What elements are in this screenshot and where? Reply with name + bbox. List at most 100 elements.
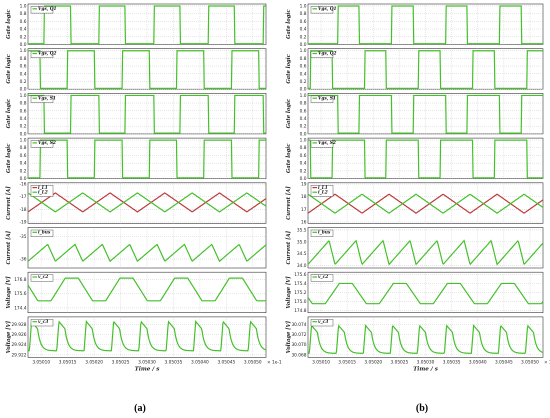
y-tick-label: 0.4 [300,161,307,167]
y-tick-label: 0.8 [20,145,27,151]
y-axis-label: Gate logic [6,9,12,39]
panel: 1.00.8 0.6 0.40.2 0.0 Gate logic Vgs, S2 [6,138,267,182]
y-tick-label: 30.070 [291,342,306,348]
y-tick-label: 1.0 [300,48,307,54]
y-axis-label: Gate logic [286,53,292,83]
x-tick-label: 3.05025 [112,359,130,365]
y-tick-label: 0.0 [300,131,307,137]
legend-box [310,319,334,327]
legend-box [310,140,334,148]
legend-box [30,6,54,14]
series-line-vgs-q1 [308,5,543,45]
y-tick-label: 174.4 [14,305,27,311]
legend-label: Vgs, S1 [318,96,336,101]
y-tick-label: 1.0 [300,3,307,9]
y-tick-label: 34.0 [297,263,307,269]
x-tick-label: 3.05050 [244,359,262,365]
panel: 1.0 0.8 0.6 0.40.2 0.0 Gate logic Vgs, Q1 [286,3,544,48]
y-tick-label: 0.8 [20,11,27,17]
y-tick-label: 0.6 [20,153,27,159]
y-tick-label: 175.0 [294,299,307,305]
legend-box [30,185,54,197]
x-tick-label: 3.05025 [390,359,408,365]
legend-box [310,185,334,197]
panel: 1.0 0.8 0.60.4 0.2 0.0 Gate logic Vgs, Q2 [286,48,544,93]
y-tick-label: 0.8 [300,56,307,62]
series-line-i-l2 [307,193,544,214]
series-line-vgs-q2 [308,50,543,89]
series-line-i-l1 [27,192,267,213]
series-line-i-bus [307,239,544,266]
y-tick-label: 29.922 [11,352,26,358]
y-tick-label: 30.072 [291,332,306,338]
x-tick-label: 3.05030 [138,359,156,365]
y-tick-label: 0.8 [20,101,27,107]
y-tick-label: 0.2 [300,34,307,40]
figure-label-b: (b) [416,403,428,414]
legend-label: i_L2 [318,190,328,195]
x-tick-label: 3.05020 [364,359,382,365]
y-tick-label: 0.6 [20,64,27,70]
y-tick-label: 35.5 [297,227,307,233]
legend-label: v_c2 [318,275,328,280]
series-line-vgs-q2 [28,50,266,89]
y-tick-label: 0.0 [300,176,307,182]
x-scale-note: × 1e-1 [544,359,550,365]
legend-label: i_L2 [38,190,48,195]
y-tick-label: 0.4 [300,71,307,77]
panel: 35.5 35.0 34.5 34.0 Current [A] i_bus [286,227,544,269]
x-axis-label: Time / s [135,366,161,372]
y-tick-label: 0.6 [300,108,307,114]
legend-box [310,95,334,103]
y-tick-label: 0.0 [300,87,307,93]
y-axis-label: Current [A] [6,230,12,264]
x-tick-label: 3.05035 [165,359,183,365]
legend-label: Vgs, S2 [38,141,56,146]
legend-box [310,6,334,14]
legend-label: i_L1 [38,186,48,191]
x-tick-label: 3.05045 [217,359,235,365]
y-tick-label: 0.0 [20,87,27,93]
y-tick-label: 0.4 [20,161,27,167]
y-tick-label: 0.4 [300,116,307,122]
y-tick-label: 0.2 [20,79,27,85]
y-axis-label: Current [A] [286,230,292,264]
panel: -16 -17 -18 -19 Current [A] i_L1i_L2 [6,182,267,226]
y-tick-label: 29.924 [11,342,26,348]
y-tick-label: 175.2 [294,290,307,296]
panel: 19 18 17 16 Current [A] i_L1i_L2 [286,182,544,226]
series-line-i-bus [27,243,267,263]
legend-label: Vgs, Q1 [38,7,56,12]
x-tick-label: 3.05035 [443,359,461,365]
x-tick-label: 3.05015 [59,359,77,365]
y-axis-label: Gate logic [6,98,12,128]
y-tick-label: 1.0 [300,93,307,99]
x-tick-label: 3.05040 [469,359,487,365]
y-tick-label: -16 [19,182,26,188]
y-tick-label: -18 [19,207,26,213]
y-tick-label: 35.0 [297,239,307,245]
series-line-vgs-s1 [308,94,543,134]
legend-box [30,274,54,282]
y-tick-label: 0.4 [300,27,307,33]
x-scale-note: × 1e-1 [267,359,282,365]
y-tick-label: 0.4 [20,71,27,77]
figure-label-a: (a) [134,403,146,414]
panel: 1.0 0.80.6 0.4 0.20.0 Gate logic Vgs, S1 [6,93,267,137]
y-tick-label: 175.6 [14,291,27,297]
y-tick-label: 0.6 [300,64,307,70]
legend-label: Vgs, Q2 [38,52,56,57]
y-tick-label: 0.8 [300,145,307,151]
y-tick-label: 1.0 [20,138,27,144]
x-tick-label: 3.05030 [417,359,435,365]
y-tick-label: 0.2 [20,168,27,174]
y-tick-label: 0.8 [20,56,27,62]
y-tick-label: 1.0 [20,93,27,99]
series-line-i-l1 [307,193,544,214]
y-tick-label: 0.4 [20,27,27,33]
y-tick-label: 29.926 [11,332,26,338]
